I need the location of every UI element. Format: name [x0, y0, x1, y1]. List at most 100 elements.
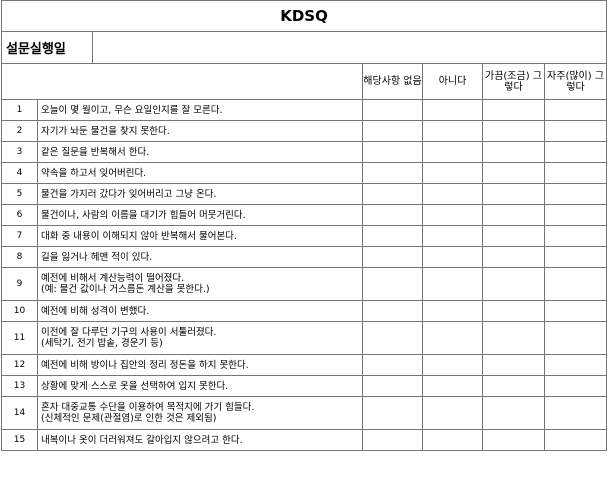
answer-no[interactable] — [422, 429, 483, 451]
answer-sometimes[interactable] — [482, 396, 545, 430]
answer-often[interactable] — [543, 225, 608, 247]
answer-not-applicable[interactable] — [362, 225, 423, 247]
question-row: 11 이전에 잘 다루던 기구의 사용이 서툴러졌다. (세탁기, 전기 밥솥, 경… — [1, 321, 608, 355]
question-number: 13 — [1, 375, 38, 397]
question-text: 약속을 하고서 잊어버린다. — [37, 162, 363, 184]
question-row: 4 약속을 하고서 잊어버린다. — [1, 162, 608, 184]
question-text-line: 약속을 하고서 잊어버린다. — [41, 167, 147, 179]
header-not-applicable: 해당사항 없음 — [362, 63, 423, 100]
answer-not-applicable[interactable] — [362, 267, 423, 301]
question-text: 대화 중 내용이 이해되지 않아 반복해서 물어본다. — [37, 225, 363, 247]
answer-sometimes[interactable] — [482, 99, 545, 121]
answer-often[interactable] — [543, 99, 608, 121]
question-row: 1 오늘이 몇 월이고, 무슨 요일인지를 잘 모른다. — [1, 99, 608, 121]
question-text-line: 예전에 비해서 계산능력이 떨어졌다. — [41, 273, 185, 284]
date-row: 설문실행일 — [1, 31, 608, 64]
answer-sometimes[interactable] — [482, 267, 545, 301]
question-text: 오늘이 몇 월이고, 무슨 요일인지를 잘 모른다. — [37, 99, 363, 121]
question-row: 13 상황에 맞게 스스로 옷을 선택하여 입지 못한다. — [1, 375, 608, 397]
answer-sometimes[interactable] — [482, 183, 545, 205]
answer-sometimes[interactable] — [482, 429, 545, 451]
answer-often[interactable] — [543, 204, 608, 226]
question-text: 예전에 비해 방이나 집안의 정리 정돈을 하지 못한다. — [37, 354, 363, 376]
survey-date-label: 설문실행일 — [1, 31, 93, 64]
answer-not-applicable[interactable] — [362, 141, 423, 163]
answer-not-applicable[interactable] — [362, 246, 423, 268]
question-number: 3 — [1, 141, 38, 163]
question-number: 8 — [1, 246, 38, 268]
question-row: 10 예전에 비해 성격이 변했다. — [1, 300, 608, 322]
answer-not-applicable[interactable] — [362, 120, 423, 142]
answer-often[interactable] — [543, 141, 608, 163]
answer-no[interactable] — [422, 120, 483, 142]
kdsq-table-body: KDSQ 설문실행일 해당사항 없음 아니다 가끔(조금) 그렇다 자주(많이)… — [0, 0, 608, 451]
answer-not-applicable[interactable] — [362, 183, 423, 205]
answer-often[interactable] — [543, 429, 608, 451]
question-text-line: 길을 잃거나 헤맨 적이 있다. — [41, 251, 153, 263]
answer-often[interactable] — [543, 162, 608, 184]
answer-sometimes[interactable] — [482, 300, 545, 322]
answer-sometimes[interactable] — [482, 141, 545, 163]
answer-no[interactable] — [422, 300, 483, 322]
question-row: 2 자기가 놔둔 물건을 찾지 못한다. — [1, 120, 608, 142]
answer-sometimes[interactable] — [482, 246, 545, 268]
question-text-line: 자기가 놔둔 물건을 찾지 못한다. — [41, 125, 170, 137]
answer-no[interactable] — [422, 246, 483, 268]
question-text-line: 혼자 대중교통 수단을 이용하여 목적지에 가기 힘들다. — [41, 402, 255, 413]
answer-sometimes[interactable] — [482, 321, 545, 355]
answer-often[interactable] — [543, 396, 608, 430]
answer-not-applicable[interactable] — [362, 99, 423, 121]
question-number: 10 — [1, 300, 38, 322]
question-text: 상황에 맞게 스스로 옷을 선택하여 입지 못한다. — [37, 375, 363, 397]
answer-sometimes[interactable] — [482, 375, 545, 397]
answer-no[interactable] — [422, 267, 483, 301]
answer-no[interactable] — [422, 225, 483, 247]
answer-no[interactable] — [422, 204, 483, 226]
answer-no[interactable] — [422, 141, 483, 163]
question-number: 7 — [1, 225, 38, 247]
question-row: 6 물건이나, 사람의 이름을 대기가 힘들어 머뭇거린다. — [1, 204, 608, 226]
question-number: 11 — [1, 321, 38, 355]
answer-no[interactable] — [422, 396, 483, 430]
question-number: 4 — [1, 162, 38, 184]
answer-often[interactable] — [543, 267, 608, 301]
answer-often[interactable] — [543, 354, 608, 376]
question-text-line: (신체적인 문제(관절염)로 인한 것은 제외됨) — [41, 413, 217, 424]
answer-not-applicable[interactable] — [362, 162, 423, 184]
answer-sometimes[interactable] — [482, 225, 545, 247]
question-text-line: (세탁기, 전기 밥솥, 경운기 등) — [41, 338, 163, 349]
header-sometimes: 가끔(조금) 그렇다 — [482, 63, 545, 100]
survey-date-field[interactable] — [91, 31, 608, 64]
answer-not-applicable[interactable] — [362, 375, 423, 397]
answer-no[interactable] — [422, 99, 483, 121]
answer-often[interactable] — [543, 375, 608, 397]
answer-not-applicable[interactable] — [362, 321, 423, 355]
answer-sometimes[interactable] — [482, 204, 545, 226]
answer-not-applicable[interactable] — [362, 300, 423, 322]
answer-not-applicable[interactable] — [362, 204, 423, 226]
answer-no[interactable] — [422, 162, 483, 184]
answer-not-applicable[interactable] — [362, 354, 423, 376]
header-row: 해당사항 없음 아니다 가끔(조금) 그렇다 자주(많이) 그렇다 — [1, 63, 608, 100]
answer-not-applicable[interactable] — [362, 429, 423, 451]
answer-no[interactable] — [422, 183, 483, 205]
answer-often[interactable] — [543, 321, 608, 355]
answer-sometimes[interactable] — [482, 162, 545, 184]
question-number: 12 — [1, 354, 38, 376]
answer-often[interactable] — [543, 183, 608, 205]
question-row: 8 길을 잃거나 헤맨 적이 있다. — [1, 246, 608, 268]
answer-often[interactable] — [543, 120, 608, 142]
answer-no[interactable] — [422, 354, 483, 376]
answer-no[interactable] — [422, 375, 483, 397]
answer-no[interactable] — [422, 321, 483, 355]
question-text-line: 내복이나 옷이 더러워져도 갈아입지 않으려고 한다. — [41, 434, 243, 446]
answer-often[interactable] — [543, 300, 608, 322]
answer-not-applicable[interactable] — [362, 396, 423, 430]
answer-sometimes[interactable] — [482, 354, 545, 376]
question-text-line: 물건을 가지러 갔다가 잊어버리고 그냥 온다. — [41, 188, 217, 200]
answer-often[interactable] — [543, 246, 608, 268]
question-text: 내복이나 옷이 더러워져도 갈아입지 않으려고 한다. — [37, 429, 363, 451]
question-text: 이전에 잘 다루던 기구의 사용이 서툴러졌다. (세탁기, 전기 밥솥, 경운기… — [37, 321, 363, 355]
answer-sometimes[interactable] — [482, 120, 545, 142]
header-no: 아니다 — [422, 63, 483, 100]
